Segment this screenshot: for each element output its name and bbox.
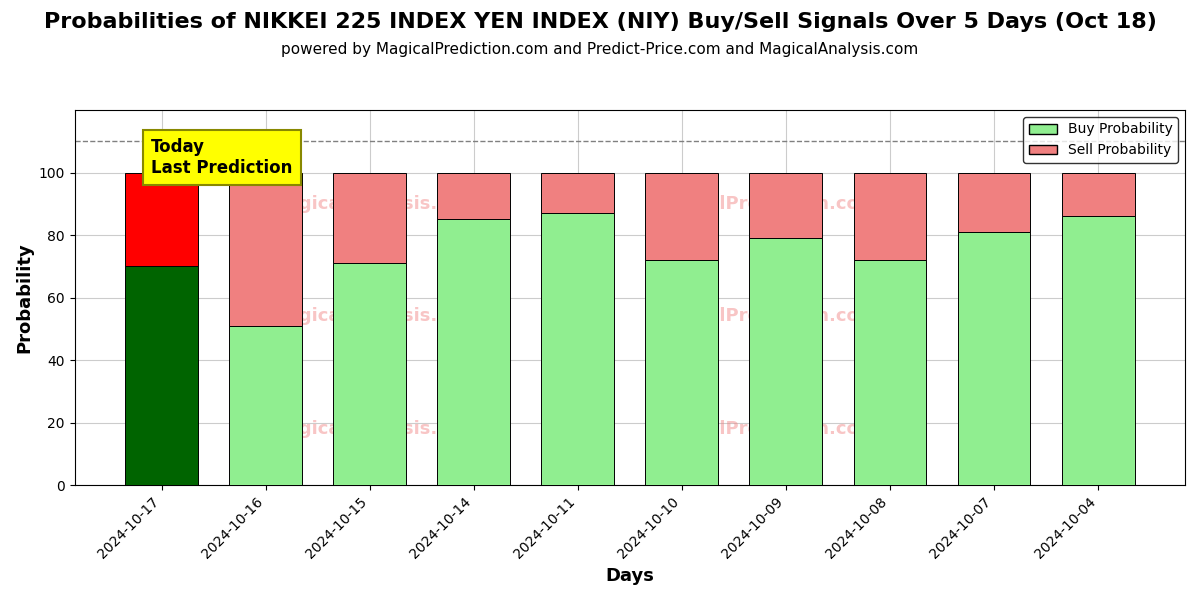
Text: powered by MagicalPrediction.com and Predict-Price.com and MagicalAnalysis.com: powered by MagicalPrediction.com and Pre…	[281, 42, 919, 57]
Bar	[541, 213, 614, 485]
Bar	[853, 173, 926, 260]
Text: MagicalPrediction.com: MagicalPrediction.com	[648, 307, 878, 325]
Legend: Buy Probability, Sell Probability: Buy Probability, Sell Probability	[1024, 117, 1178, 163]
Bar	[853, 260, 926, 485]
X-axis label: Days: Days	[605, 567, 654, 585]
Text: MagicalAnalysis.com: MagicalAnalysis.com	[270, 195, 479, 213]
Bar	[646, 260, 719, 485]
Bar	[750, 238, 822, 485]
Bar	[125, 173, 198, 266]
Bar	[125, 266, 198, 485]
Bar	[437, 173, 510, 220]
Bar	[646, 173, 719, 260]
Text: MagicalPrediction.com: MagicalPrediction.com	[648, 195, 878, 213]
Bar	[229, 173, 302, 326]
Text: Probabilities of NIKKEI 225 INDEX YEN INDEX (NIY) Buy/Sell Signals Over 5 Days (: Probabilities of NIKKEI 225 INDEX YEN IN…	[43, 12, 1157, 32]
Bar	[1062, 216, 1134, 485]
Bar	[541, 173, 614, 213]
Text: MagicalAnalysis.com: MagicalAnalysis.com	[270, 420, 479, 438]
Bar	[958, 232, 1031, 485]
Text: Today
Last Prediction: Today Last Prediction	[151, 138, 293, 177]
Bar	[229, 326, 302, 485]
Y-axis label: Probability: Probability	[16, 242, 34, 353]
Bar	[334, 263, 406, 485]
Bar	[334, 173, 406, 263]
Bar	[1062, 173, 1134, 216]
Text: MagicalPrediction.com: MagicalPrediction.com	[648, 420, 878, 438]
Text: MagicalAnalysis.com: MagicalAnalysis.com	[270, 307, 479, 325]
Bar	[437, 220, 510, 485]
Bar	[958, 173, 1031, 232]
Bar	[750, 173, 822, 238]
